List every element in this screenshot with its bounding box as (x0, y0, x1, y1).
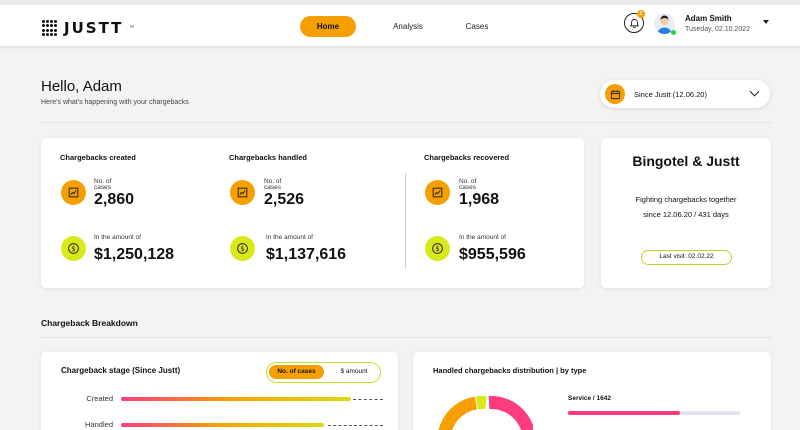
dollar-icon: $ (425, 236, 450, 261)
stage-title: Chargeback stage (Since Justt) (61, 366, 181, 375)
toggle-cases-button[interactable]: No. of cases (269, 365, 324, 379)
top-bar: JUSTT ™ Home Analysis Cases (0, 0, 800, 46)
cases-label: cases (264, 184, 281, 191)
logo-trademark: ™ (129, 25, 135, 31)
amount-value: $955,596 (459, 246, 526, 263)
bar-dash (353, 399, 383, 400)
svg-text:$: $ (435, 244, 439, 253)
stats-card: Chargebacks created No. of cases 2,860 $… (41, 138, 584, 288)
online-status-dot (671, 30, 676, 35)
user-date: Tuseday, 02.10.2022 (685, 26, 750, 33)
amount-value: $1,250,128 (94, 246, 175, 263)
dollar-icon: $ (230, 236, 255, 261)
cases-icon (230, 180, 255, 205)
toggle-amount-button[interactable]: $ amount (340, 368, 368, 375)
nav-cases[interactable]: Cases (465, 22, 489, 31)
svg-text:$: $ (71, 244, 75, 253)
stage-bar-created (121, 397, 351, 401)
amount-label: In the amount of (459, 234, 506, 241)
bar-dash (328, 425, 383, 426)
divider (41, 122, 771, 123)
stage-card: Chargeback stage (Since Justt) No. of ca… (41, 352, 398, 430)
user-name: Adam Smith (685, 14, 732, 23)
bell-icon[interactable] (624, 13, 644, 33)
cases-label: No. of (459, 178, 477, 185)
amount-value: $1,137,616 (266, 246, 347, 263)
stage-bar-handled (121, 423, 324, 427)
cases-label: No. of (94, 178, 112, 185)
avatar[interactable] (654, 13, 675, 34)
section-title: Chargeback Breakdown (41, 318, 138, 328)
divider (41, 337, 771, 338)
date-range-value: Since Justt (12.06.20) (634, 90, 707, 99)
chevron-down-icon (749, 86, 760, 97)
logo-text: JUSTT (64, 19, 124, 37)
service-label: Service / 1642 (568, 395, 612, 402)
cases-icon (425, 180, 450, 205)
service-bar-fill (568, 411, 680, 415)
cases-label: cases (94, 184, 111, 191)
divider (405, 173, 406, 268)
distribution-title: Handled chargebacks distribution | by ty… (433, 366, 587, 375)
bar-label: Handled (85, 420, 113, 429)
main-nav: Home Analysis Cases (300, 16, 489, 37)
stat-title-handled: Chargebacks handled (229, 153, 307, 162)
cases-value: 2,526 (264, 191, 305, 208)
service-bar-track (568, 411, 740, 415)
last-visit-badge: Last visit: 02.02.22 (641, 250, 732, 265)
notification-badge: 2 (637, 10, 645, 18)
calendar-icon (605, 84, 625, 104)
partner-card: Bingotel & Justt Fighting chargebacks to… (601, 138, 771, 288)
partner-since: since 12.06.20 / 431 days (643, 210, 729, 219)
nav-home[interactable]: Home (300, 16, 356, 37)
svg-text:$: $ (240, 244, 244, 253)
amount-label: In the amount of (94, 234, 141, 241)
stat-title-created: Chargebacks created (60, 153, 136, 162)
cases-value: 2,860 (94, 191, 135, 208)
distribution-card: Handled chargebacks distribution | by ty… (413, 352, 771, 430)
page-subtitle: Here's what's happening with your charge… (41, 99, 189, 106)
metric-toggle: No. of cases $ amount (266, 362, 381, 383)
bar-label: Created (86, 394, 113, 403)
amount-label: In the amount of (266, 234, 313, 241)
dollar-icon: $ (61, 236, 86, 261)
justt-logo[interactable]: JUSTT ™ (42, 19, 134, 37)
stat-title-recovered: Chargebacks recovered (424, 153, 510, 162)
logo-dots-icon (42, 20, 58, 36)
cases-value: 1,968 (459, 191, 500, 208)
cases-label: cases (459, 184, 476, 191)
partner-tagline: Fighting chargebacks together (635, 195, 737, 204)
nav-analysis[interactable]: Analysis (393, 22, 423, 31)
cases-label: No. of (264, 178, 282, 185)
cases-icon (61, 180, 86, 205)
chevron-down-icon[interactable] (763, 20, 769, 24)
date-range-select[interactable]: Since Justt (12.06.20) (600, 80, 770, 108)
page-title: Hello, Adam (41, 78, 122, 95)
partner-title: Bingotel & Justt (632, 153, 740, 169)
distribution-donut (438, 395, 533, 430)
